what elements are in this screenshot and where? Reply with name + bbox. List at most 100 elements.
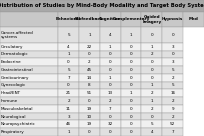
Text: 9: 9 [171,107,174,111]
Bar [162,43,183,50]
Bar [0,97,58,105]
Bar [162,97,183,105]
Text: 5: 5 [171,68,174,72]
Bar [0,74,58,82]
Bar [58,74,79,82]
Text: 7: 7 [171,130,174,134]
Bar [100,82,121,89]
Text: 0: 0 [151,60,153,64]
Bar [162,120,183,128]
Bar [121,113,142,120]
Text: Circulatory: Circulatory [1,45,23,49]
Bar [142,82,162,89]
Bar [0,12,58,27]
Bar [0,50,58,58]
Text: 0: 0 [109,130,112,134]
Text: 0: 0 [151,68,153,72]
Text: Genitourinary: Genitourinary [1,76,29,80]
Text: 2: 2 [109,99,112,103]
Bar [121,66,142,74]
Text: 45: 45 [87,68,92,72]
Text: 0: 0 [130,115,132,119]
Bar [58,97,79,105]
Bar [58,113,79,120]
Text: 3: 3 [171,60,174,64]
Text: 0: 0 [151,76,153,80]
Bar [121,43,142,50]
Text: Head/ENT: Head/ENT [1,91,21,95]
Text: 0: 0 [130,130,132,134]
Bar [121,82,142,89]
Text: 1: 1 [130,33,132,37]
Bar [58,105,79,113]
Text: 16: 16 [170,91,175,95]
Bar [79,27,100,43]
Bar [79,74,100,82]
Text: 46: 46 [66,122,71,126]
Bar [162,12,183,27]
Text: 1: 1 [151,84,153,87]
Text: 52: 52 [170,122,175,126]
Text: Behavioral: Behavioral [56,17,81,21]
Text: 0: 0 [109,115,112,119]
Bar [79,12,100,27]
Text: 0: 0 [130,60,132,64]
Text: 1: 1 [151,45,153,49]
Bar [58,43,79,50]
Text: 10: 10 [87,115,92,119]
Bar [142,128,162,136]
Text: Respiratory: Respiratory [1,130,24,134]
Text: 14: 14 [87,76,92,80]
Text: 0: 0 [130,122,132,126]
Text: 32: 32 [108,122,113,126]
Bar [0,105,58,113]
Bar [142,12,162,27]
Bar [58,82,79,89]
Text: 0: 0 [171,33,174,37]
Bar [58,58,79,66]
Text: Neurological: Neurological [1,115,26,119]
Text: 7: 7 [109,107,112,111]
Text: 22: 22 [87,45,92,49]
Text: 0: 0 [130,45,132,49]
Text: Table 4. Distribution of Studies by Mind-Body Modality and Target Body System/Co: Table 4. Distribution of Studies by Mind… [0,3,204,8]
Text: 0: 0 [88,99,91,103]
Text: 11: 11 [66,107,71,111]
Bar [142,89,162,97]
Text: 1: 1 [130,91,132,95]
Bar [0,0,204,12]
Bar [121,89,142,97]
Text: Cognitive: Cognitive [99,17,121,21]
Text: 0: 0 [109,68,112,72]
Bar [0,89,58,97]
Bar [100,113,121,120]
Bar [121,97,142,105]
Bar [58,128,79,136]
Text: Musculoskeletal: Musculoskeletal [1,107,33,111]
Text: 0: 0 [109,60,112,64]
Text: 7: 7 [67,76,70,80]
Bar [79,66,100,74]
Bar [142,50,162,58]
Bar [100,105,121,113]
Bar [79,97,100,105]
Text: 1: 1 [88,33,91,37]
Bar [121,50,142,58]
Text: Hypnosis: Hypnosis [162,17,183,21]
Bar [100,12,121,27]
Text: 5: 5 [151,122,153,126]
Text: Gynecologic: Gynecologic [1,84,26,87]
Bar [142,113,162,120]
Bar [0,27,58,43]
Bar [100,50,121,58]
Bar [0,113,58,120]
Text: 0: 0 [109,52,112,56]
Text: 0: 0 [130,107,132,111]
Text: Endocrine: Endocrine [1,60,21,64]
Bar [142,27,162,43]
Bar [121,128,142,136]
Text: 0: 0 [130,84,132,87]
Bar [0,128,58,136]
Bar [142,97,162,105]
Bar [79,43,100,50]
